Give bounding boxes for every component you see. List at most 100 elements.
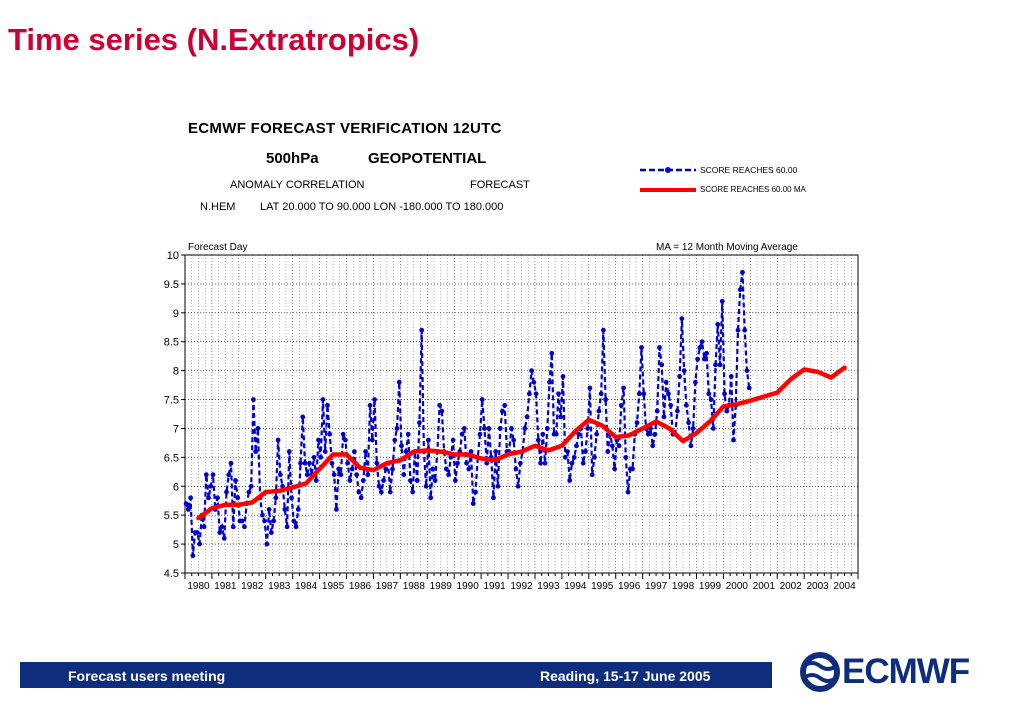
score-point [609, 443, 615, 449]
score-point [724, 408, 730, 414]
score-point [208, 483, 214, 489]
footer-event: Forecast users meeting [68, 668, 226, 684]
score-point [428, 495, 434, 501]
score-point [432, 478, 438, 483]
score-point [293, 524, 299, 530]
score-point [735, 327, 741, 333]
legend-ma-label: SCORE REACHES 60.00 MA [700, 185, 806, 194]
score-point [497, 426, 503, 431]
score-point [316, 437, 321, 443]
score-point [217, 530, 223, 535]
x-tick-label: 1987 [376, 581, 399, 592]
score-point [286, 449, 292, 454]
score-point [556, 391, 561, 397]
score-point [580, 460, 586, 466]
score-point [500, 408, 505, 414]
score-point [596, 408, 602, 414]
score-point [688, 443, 694, 449]
chart-legend [640, 167, 696, 192]
score-point [522, 426, 528, 431]
score-point [661, 414, 667, 420]
footer-bar [20, 662, 772, 688]
score-point [255, 426, 261, 431]
score-point [197, 541, 202, 547]
score-point [697, 345, 703, 350]
score-point [650, 443, 656, 449]
score-point [203, 472, 209, 478]
score-point [396, 379, 402, 385]
score-point [300, 414, 306, 420]
score-point [533, 391, 539, 397]
score-point [515, 483, 521, 489]
ma-annotation: MA = 12 Month Moving Average [656, 242, 798, 253]
score-point [621, 385, 626, 391]
score-point [645, 431, 651, 437]
score-point [446, 472, 451, 478]
score-point [560, 374, 566, 379]
score-point [731, 437, 736, 443]
score-point [529, 368, 534, 374]
score-point [403, 449, 409, 454]
legend-score-marker [665, 167, 671, 173]
score-point [417, 420, 422, 426]
score-point [592, 454, 597, 460]
x-tick-label: 2000 [726, 581, 749, 592]
chart-header-parameter: GEOPOTENTIAL [368, 150, 487, 167]
score-point [253, 449, 259, 454]
score-point [589, 472, 595, 478]
score-point [668, 402, 674, 408]
score-point [616, 443, 622, 449]
chart-header-type: FORECAST [470, 179, 530, 191]
score-point [206, 495, 211, 501]
score-point [695, 356, 701, 362]
y-tick-label: 5 [173, 539, 179, 551]
score-point [338, 472, 344, 478]
score-point [327, 431, 333, 437]
score-point [262, 518, 268, 524]
ecmwf-logo-icon [800, 652, 840, 692]
score-point [426, 437, 431, 443]
score-point [486, 426, 492, 431]
score-point [717, 362, 723, 368]
score-point [233, 478, 238, 483]
y-tick-label: 7.5 [164, 395, 179, 407]
score-point [318, 454, 324, 460]
score-point [479, 397, 485, 402]
score-point [737, 287, 743, 293]
score-point [410, 489, 416, 495]
time-series-chart: 4.5 5 5.5 6 6.5 7 7.5 8 8.5 9 9.5 10 1980 1981 1982 198… [164, 167, 859, 592]
score-point [719, 298, 725, 304]
y-tick-label: 10 [167, 250, 179, 262]
score-point [526, 391, 532, 397]
score-point [742, 327, 748, 333]
x-tick-label: 1985 [322, 581, 345, 592]
score-point [666, 391, 671, 397]
score-point [331, 472, 337, 478]
score-point [358, 495, 364, 501]
score-point [246, 489, 252, 495]
x-tick-label: 1997 [645, 581, 668, 592]
y-tick-label: 7 [173, 423, 179, 435]
score-point [576, 431, 582, 437]
score-point [513, 466, 519, 472]
x-tick-label: 1984 [295, 581, 318, 592]
score-point [728, 374, 734, 379]
score-point [295, 507, 301, 512]
axes: 4.5 5 5.5 6 6.5 7 7.5 8 8.5 9 9.5 10 1980 1981 1982 198… [164, 250, 859, 592]
x-tick-label: 2003 [806, 581, 829, 592]
y-tick-label: 4.5 [164, 568, 179, 580]
x-tick-label: 1988 [403, 581, 426, 592]
score-point [264, 541, 270, 547]
score-point [567, 478, 573, 483]
y-tick-label: 8 [173, 366, 179, 378]
score-point [708, 397, 714, 402]
score-point [574, 443, 579, 449]
score-point [455, 460, 460, 466]
score-point [188, 495, 194, 501]
score-point [659, 362, 665, 368]
score-point [228, 460, 234, 466]
score-point [284, 524, 290, 530]
score-point [540, 431, 546, 437]
score-point [210, 472, 216, 478]
score-point [275, 437, 281, 443]
